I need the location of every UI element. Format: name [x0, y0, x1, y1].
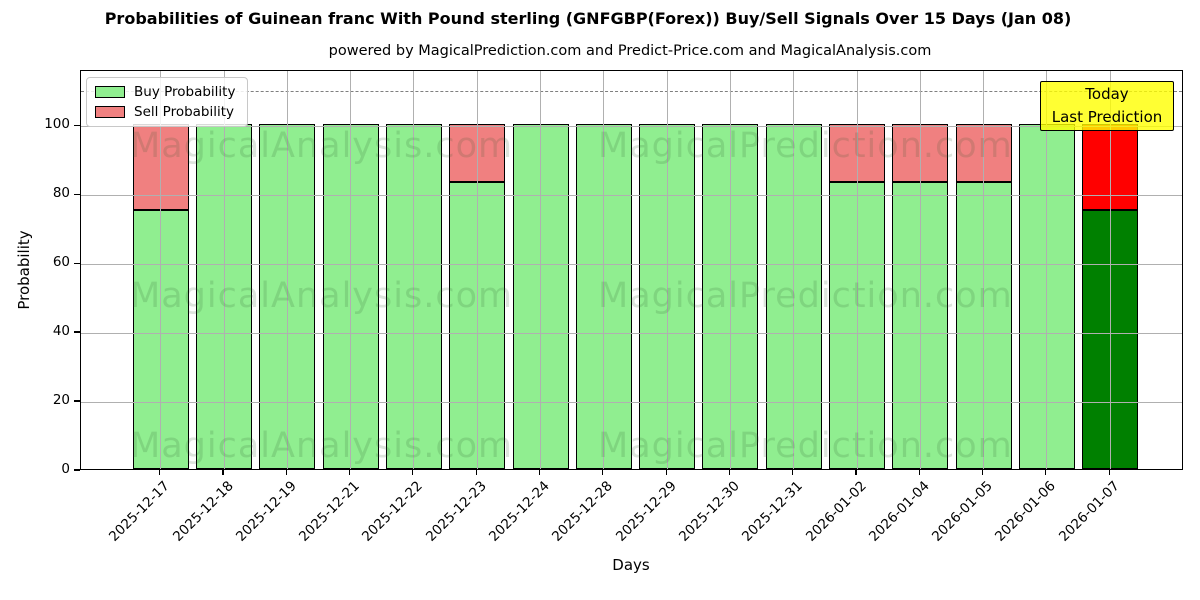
y-tick [74, 193, 80, 195]
v-gridline [350, 71, 352, 469]
v-gridline [983, 71, 985, 469]
legend-sell-label: Sell Probability [134, 104, 235, 120]
y-tick [74, 124, 80, 126]
x-tick-label: 2025-12-21 [296, 478, 363, 545]
x-tick-label: 2025-12-23 [422, 478, 490, 545]
x-tick [1108, 470, 1110, 475]
x-tick-label: 2025-12-30 [675, 478, 743, 545]
plot-area [80, 70, 1183, 470]
v-gridline [856, 71, 858, 469]
today-annotation: Today Last Prediction [1040, 81, 1174, 131]
v-gridline [160, 71, 162, 469]
y-tick [74, 262, 80, 264]
y-tick-label: 20 [52, 392, 70, 409]
x-tick [602, 470, 604, 475]
x-tick [855, 470, 857, 475]
legend-item-sell: Sell Probability [95, 102, 235, 122]
v-gridline [476, 71, 478, 469]
dashed-guide-line [81, 90, 1182, 92]
x-tick-label: 2026-01-06 [992, 478, 1060, 545]
x-tick [918, 470, 920, 475]
legend-buy-label: Buy Probability [134, 84, 236, 100]
chart-title: Probabilities of Guinean franc With Poun… [104, 9, 1072, 28]
v-gridline [286, 71, 288, 469]
sell-swatch-icon [95, 106, 125, 118]
x-tick-label: 2026-01-04 [865, 478, 933, 545]
x-axis-label: Days [612, 556, 650, 574]
y-tick-label: 60 [52, 254, 70, 271]
h-gridline [81, 264, 1182, 266]
x-tick-label: 2025-12-19 [232, 478, 300, 545]
x-tick-label: 2025-12-28 [549, 478, 617, 545]
x-tick [349, 470, 351, 475]
v-gridline [666, 71, 668, 469]
x-tick [665, 470, 667, 475]
v-gridline [1046, 71, 1048, 469]
v-gridline [540, 71, 541, 469]
y-tick-label: 0 [61, 461, 70, 477]
x-tick [982, 470, 984, 475]
y-tick-label: 40 [52, 323, 70, 340]
x-tick-label: 2025-12-29 [612, 478, 680, 545]
legend-item-buy: Buy Probability [95, 82, 235, 102]
x-tick [792, 470, 794, 475]
x-tick-label: 2025-12-24 [486, 478, 553, 545]
annotation-line-today: Today [1085, 85, 1129, 103]
x-tick [222, 470, 224, 475]
y-tick [74, 331, 80, 333]
annotation-line-last-prediction: Last Prediction [1051, 107, 1163, 126]
v-gridline [223, 71, 225, 469]
v-gridline [603, 71, 605, 469]
v-gridline [793, 71, 795, 469]
x-tick [728, 470, 730, 475]
legend: Buy Probability Sell Probability [86, 77, 249, 127]
h-gridline [81, 402, 1182, 404]
v-gridline [919, 71, 921, 469]
x-tick [412, 470, 414, 475]
x-tick-label: 2025-12-31 [739, 478, 807, 545]
x-tick [1045, 470, 1047, 475]
v-gridline [729, 71, 731, 469]
x-tick-label: 2025-12-18 [169, 478, 237, 545]
y-tick-label: 80 [52, 185, 70, 202]
v-gridline [1109, 71, 1111, 469]
x-tick-label: 2026-01-02 [802, 478, 870, 545]
h-gridline [81, 333, 1182, 335]
x-tick [475, 470, 477, 475]
y-tick [74, 469, 80, 471]
v-gridline [413, 71, 415, 469]
y-tick-label: 100 [44, 116, 70, 133]
x-tick-label: 2026-01-05 [929, 478, 996, 545]
x-tick [538, 470, 541, 475]
x-tick-label: 2025-12-17 [106, 478, 174, 545]
x-tick-label: 2025-12-22 [359, 478, 427, 545]
h-gridline [81, 126, 1182, 128]
y-tick [74, 400, 80, 402]
x-tick [285, 470, 287, 475]
buy-swatch-icon [95, 86, 125, 98]
x-tick-label: 2026-01-07 [1055, 478, 1123, 545]
chart-subtitle: powered by MagicalPrediction.com and Pre… [328, 43, 932, 59]
h-gridline [81, 195, 1182, 197]
x-tick [159, 470, 161, 475]
